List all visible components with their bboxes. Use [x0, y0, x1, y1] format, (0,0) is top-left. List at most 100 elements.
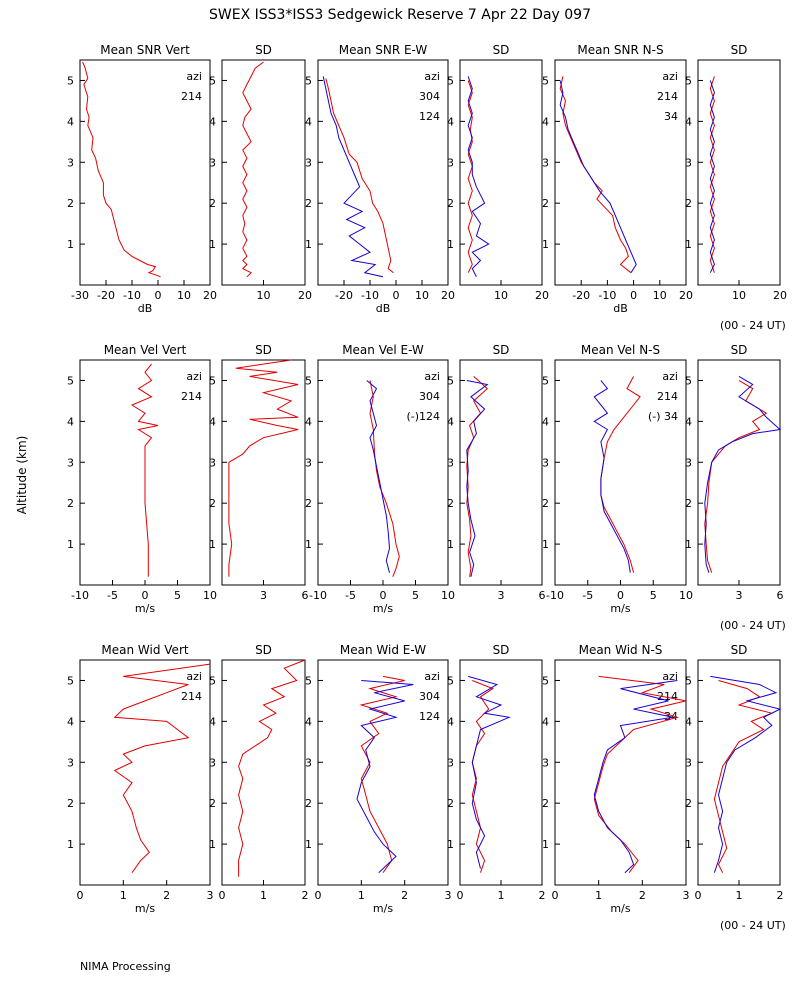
y-tick-label: 2 — [67, 497, 74, 510]
panel-title: Mean SNR E-W — [339, 43, 428, 57]
y-tick-label: 2 — [209, 797, 216, 810]
series-line-blue — [356, 680, 414, 874]
x-tick-label: 1 — [358, 889, 365, 902]
x-tick-label: 6 — [302, 589, 309, 602]
y-tick-label: 2 — [67, 797, 74, 810]
x-tick-label: 5 — [412, 589, 419, 602]
series-line-blue — [366, 380, 391, 573]
y-tick-label: 1 — [209, 238, 216, 251]
legend-azi-label: azi — [662, 70, 678, 83]
legend-entry: 124 — [419, 110, 440, 123]
y-tick-label: 3 — [209, 456, 216, 469]
y-tick-label: 2 — [209, 497, 216, 510]
legend-entry: 124 — [419, 710, 440, 723]
panel-title: SD — [731, 343, 748, 357]
x-tick-label: 1 — [595, 889, 602, 902]
x-tick-label: 20 — [535, 289, 549, 302]
y-tick-label: 3 — [209, 756, 216, 769]
y-tick-label: 1 — [447, 238, 454, 251]
legend-entry: 304 — [419, 390, 440, 403]
x-tick-label: 3 — [207, 889, 214, 902]
panel-frame — [221, 359, 306, 586]
series-line-blue — [467, 76, 490, 278]
y-tick-label: 1 — [542, 838, 549, 851]
panel-title: Mean Wid E-W — [340, 643, 426, 657]
legend-entry: (-) 34 — [648, 410, 678, 423]
x-axis-label: m/s — [610, 902, 630, 915]
x-tick-label: 0 — [142, 589, 149, 602]
y-tick-label: 5 — [542, 674, 549, 687]
x-tick-label: -20 — [572, 289, 590, 302]
legend-entry: 304 — [419, 690, 440, 703]
panel-frame — [79, 59, 211, 286]
figure-title: SWEX ISS3*ISS3 Sedgewick Reserve 7 Apr 2… — [209, 7, 591, 23]
y-tick-label: 4 — [209, 415, 216, 428]
panel-title: SD — [493, 43, 510, 57]
y-tick-label: 5 — [685, 74, 692, 87]
altitude-axis-label: Altitude (km) — [15, 436, 29, 515]
panel-frame — [79, 659, 211, 886]
y-tick-label: 2 — [685, 497, 692, 510]
panel-title: Mean SNR Vert — [100, 43, 190, 57]
x-tick-label: 1 — [498, 889, 505, 902]
footer-text: NIMA Processing — [80, 960, 171, 973]
x-axis-label: m/s — [135, 602, 155, 615]
x-tick-label: 10 — [653, 289, 667, 302]
panel-frame — [459, 659, 543, 886]
x-tick-label: 10 — [415, 289, 429, 302]
y-tick-label: 5 — [685, 374, 692, 387]
y-tick-label: 3 — [305, 756, 312, 769]
y-tick-label: 3 — [447, 756, 454, 769]
x-tick-label: 20 — [441, 289, 455, 302]
series-line-red — [559, 76, 632, 274]
y-tick-label: 5 — [209, 374, 216, 387]
y-tick-label: 5 — [67, 74, 74, 87]
series-line-red — [467, 80, 473, 273]
panel-frame — [554, 659, 687, 886]
x-tick-label: 1 — [736, 889, 743, 902]
y-tick-label: 3 — [447, 456, 454, 469]
x-tick-label: 0 — [552, 889, 559, 902]
x-tick-label: -10 — [598, 289, 616, 302]
y-tick-label: 5 — [67, 374, 74, 387]
series-line-blue — [710, 675, 782, 873]
legend-azi-label: azi — [662, 670, 678, 683]
x-tick-label: 5 — [174, 589, 181, 602]
x-tick-label: 2 — [539, 889, 546, 902]
x-tick-label: 2 — [639, 889, 646, 902]
panel-title: SD — [731, 643, 748, 657]
y-tick-label: 1 — [685, 238, 692, 251]
panel-frame — [317, 659, 449, 886]
y-tick-label: 2 — [67, 197, 74, 210]
x-tick-label: 10 — [494, 289, 508, 302]
y-tick-label: 1 — [209, 838, 216, 851]
series-line-red — [369, 380, 400, 577]
x-tick-label: 5 — [650, 589, 657, 602]
y-tick-label: 1 — [542, 538, 549, 551]
x-tick-label: -30 — [71, 289, 89, 302]
y-tick-label: 5 — [67, 674, 74, 687]
legend-azi-label: azi — [424, 670, 440, 683]
y-tick-label: 2 — [305, 797, 312, 810]
panel-title: Mean Vel E-W — [342, 343, 424, 357]
x-tick-label: -20 — [335, 289, 353, 302]
x-tick-label: 0 — [630, 289, 637, 302]
y-tick-label: 2 — [685, 197, 692, 210]
y-tick-label: 3 — [685, 756, 692, 769]
x-tick-label: 10 — [257, 289, 271, 302]
x-axis-label: dB — [138, 302, 153, 315]
series-line-red — [359, 675, 405, 873]
series-line-blue — [468, 675, 511, 869]
y-tick-label: 4 — [67, 415, 74, 428]
series-line-red — [600, 376, 641, 573]
y-tick-label: 2 — [447, 197, 454, 210]
legend-entry: 214 — [181, 390, 202, 403]
y-tick-label: 1 — [542, 238, 549, 251]
panel-title: SD — [255, 643, 272, 657]
x-axis-label: dB — [613, 302, 628, 315]
y-tick-label: 1 — [67, 838, 74, 851]
legend-entry: 214 — [657, 390, 678, 403]
x-tick-label: 20 — [679, 289, 693, 302]
x-tick-label: 2 — [302, 889, 309, 902]
x-tick-label: -5 — [107, 589, 118, 602]
